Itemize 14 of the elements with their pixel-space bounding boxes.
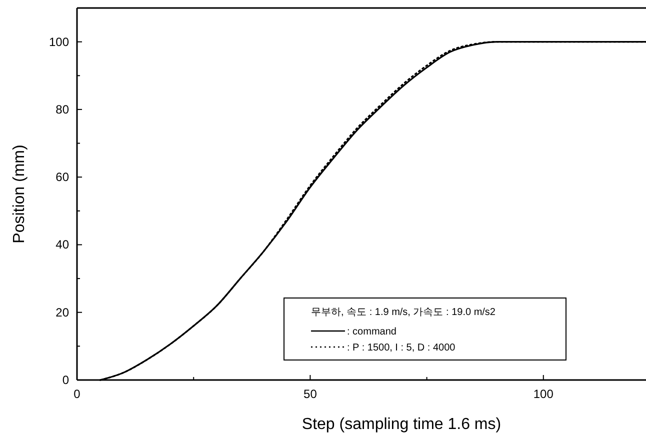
y-tick-label: 40 — [56, 238, 70, 252]
y-axis-title: Position (mm) — [11, 144, 28, 244]
x-tick-label: 0 — [74, 387, 81, 401]
x-tick-label: 50 — [304, 387, 318, 401]
y-tick-label: 60 — [56, 170, 70, 184]
y-tick-label: 80 — [56, 102, 70, 116]
legend-label: : P : 1500, I : 5, D : 4000 — [347, 342, 456, 354]
x-axis-title: Step (sampling time 1.6 ms) — [302, 416, 502, 433]
y-tick-label: 0 — [62, 373, 70, 387]
x-tick-label: 100 — [533, 387, 554, 401]
y-tick-label: 20 — [56, 305, 70, 320]
legend-title: 무부하, 속도 : 1.9 m/s, 가속도 : 19.0 m/s2 — [311, 307, 496, 318]
legend-label: : command — [347, 326, 396, 338]
y-tick-label: 100 — [48, 34, 70, 49]
